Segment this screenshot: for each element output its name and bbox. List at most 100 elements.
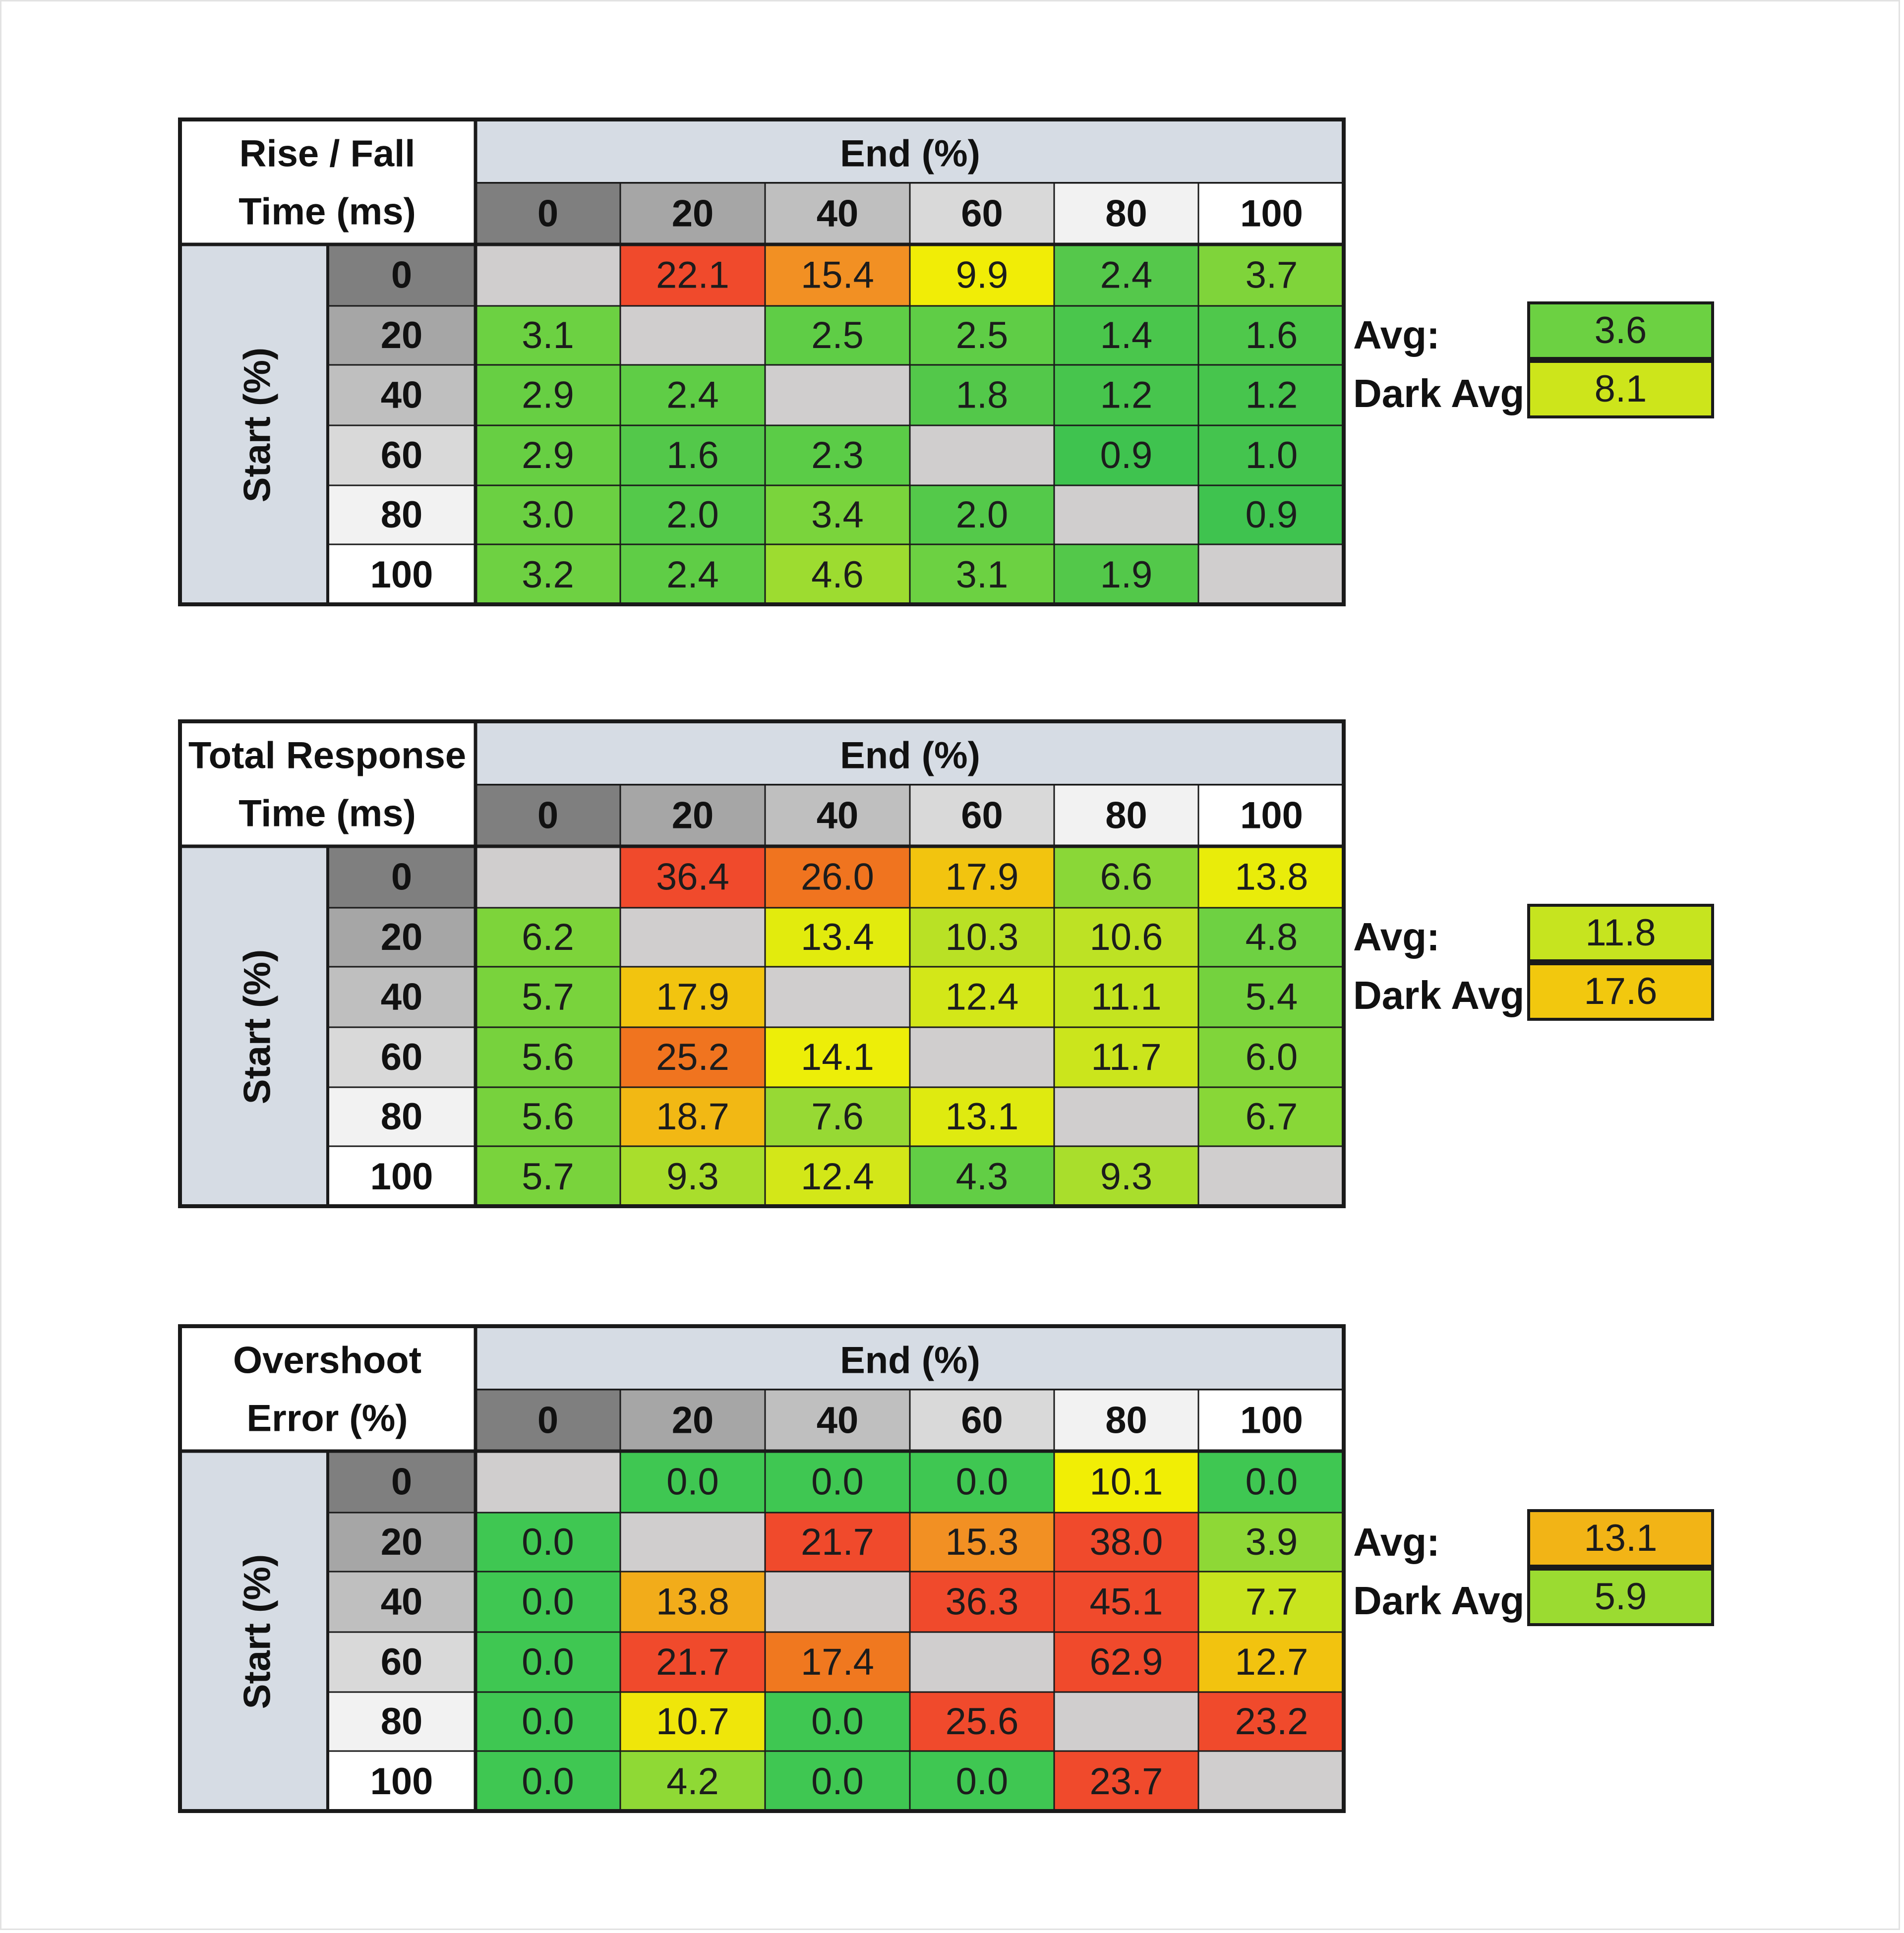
row-header-label: 60: [381, 1036, 423, 1078]
column-header-cell: [1053, 1389, 1199, 1452]
column-header-cell: [1053, 182, 1199, 245]
cell-value-label: 3.4: [811, 494, 864, 536]
heatmap-cell: [1197, 1026, 1346, 1088]
heatmap-cell: [909, 1691, 1055, 1752]
heatmap-cell: [764, 1026, 911, 1088]
cell-value-label: 9.9: [956, 254, 1009, 296]
cell-value-label: 4.3: [956, 1156, 1009, 1198]
cell-value-label: 36.4: [656, 856, 729, 898]
cell-value-label: 12.4: [801, 1156, 874, 1198]
heatmap-cell: [619, 1691, 766, 1752]
cell-value-label: 0.0: [522, 1581, 574, 1623]
cell-value-label: 9.3: [1100, 1156, 1153, 1198]
row-header-label: 0: [391, 856, 412, 898]
cell-value-label: 0.0: [956, 1461, 1009, 1503]
heatmap-cell: [764, 543, 911, 606]
column-header-cell: [909, 784, 1055, 847]
heatmap-cell: [619, 484, 766, 545]
heatmap-cell: [909, 364, 1055, 426]
heatmap-cell: [1197, 1750, 1346, 1813]
heatmap-cell: [1197, 966, 1346, 1028]
row-header-cell: [327, 1026, 476, 1088]
cell-value-label: 2.5: [811, 314, 864, 356]
y-axis-label: Start (%): [237, 348, 279, 502]
rise-fall-heatmap: Rise / Fall Time (ms) End (%) Start (%) 0 20 4…: [178, 117, 1346, 606]
row-header-label: 20: [381, 314, 423, 356]
heatmap-cell: [764, 907, 911, 968]
heatmap-cell: [475, 484, 621, 545]
column-header-label: 100: [1240, 193, 1303, 235]
heatmap-cell: [764, 364, 911, 426]
column-header-label: 20: [672, 795, 714, 837]
heatmap-cell: [475, 1026, 621, 1088]
cell-value-label: 45.1: [1090, 1581, 1163, 1623]
cell-value-label: 26.0: [801, 856, 874, 898]
heatmap-cell: [1197, 1571, 1346, 1633]
row-header-label: 40: [381, 1581, 423, 1623]
heatmap-cell: [619, 1086, 766, 1147]
cell-value-label: 0.0: [522, 1521, 574, 1563]
cell-value-label: 3.7: [1246, 254, 1298, 296]
cell-value-label: 6.2: [522, 916, 574, 958]
column-header-cell: [619, 1389, 766, 1452]
cell-value-label: 12.4: [946, 976, 1019, 1018]
cell-value-label: 21.7: [801, 1521, 874, 1563]
table-title-line: Rise / Fall: [239, 133, 416, 175]
cell-value-label: 0.0: [522, 1760, 574, 1803]
column-header-label: 0: [537, 795, 558, 837]
x-axis-label: End (%): [840, 735, 980, 777]
heatmap-cell: [764, 243, 911, 307]
cell-value-label: 11.1: [1091, 976, 1161, 1018]
heatmap-cell: [1053, 1631, 1199, 1693]
cell-value-label: 17.9: [656, 976, 729, 1018]
cell-value-label: 0.0: [956, 1760, 1009, 1803]
table-outer-border: [178, 1324, 1346, 1813]
heatmap-cell: [764, 966, 911, 1028]
column-header-cell: [1053, 784, 1199, 847]
dark-avg-label: Dark Avg:: [1353, 973, 1538, 1017]
dark-avg-value-cell: 5.9: [1527, 1568, 1714, 1626]
total-response-block: Total Response Time (ms) End (%) Start (%) 0…: [1, 602, 1904, 1208]
heatmap-cell: [909, 1631, 1055, 1693]
table-title-line: Error (%): [246, 1398, 408, 1440]
row-header-label: 60: [381, 434, 423, 476]
row-header-label: 20: [381, 1521, 423, 1563]
column-header-label: 40: [817, 795, 859, 837]
table-title-line: Time (ms): [238, 793, 416, 835]
cell-value-label: 13.8: [1235, 856, 1309, 898]
cell-value-label: 21.7: [656, 1641, 729, 1683]
heatmap-cell: [475, 424, 621, 486]
heatmap-cell: [1053, 484, 1199, 545]
heatmap-cell: [1053, 1086, 1199, 1147]
cell-value-label: 2.0: [666, 494, 719, 536]
cell-value-label: 2.9: [522, 434, 574, 476]
cell-value-label: 1.8: [956, 374, 1009, 416]
cell-value-label: 1.6: [666, 434, 719, 476]
heatmap-cell: [619, 1631, 766, 1693]
cell-value-label: 3.1: [522, 314, 574, 356]
heatmap-cell: [619, 1026, 766, 1088]
avg-label: Avg:: [1353, 1520, 1440, 1564]
heatmap-cell: [1197, 543, 1346, 606]
cell-value-label: 3.1: [956, 554, 1009, 596]
heatmap-cell: [1053, 1512, 1199, 1573]
column-header-label: 40: [817, 193, 859, 235]
column-header-label: 60: [961, 1400, 1003, 1442]
cell-value-label: 0.0: [811, 1760, 864, 1803]
heatmap-cell: [1053, 907, 1199, 968]
cell-value-label: 10.1: [1090, 1461, 1163, 1503]
heatmap-cell: [619, 1145, 766, 1208]
table-outer-border: [178, 719, 1346, 1208]
cell-value-label: 5.6: [522, 1036, 574, 1078]
heatmap-cell: [619, 1512, 766, 1573]
column-header-label: 0: [537, 1400, 558, 1442]
heatmap-cell: [619, 243, 766, 307]
heatmap-cell: [619, 364, 766, 426]
heatmap-cell: [475, 845, 621, 909]
column-header-cell: [619, 784, 766, 847]
cell-value-label: 2.5: [956, 314, 1009, 356]
cell-value-label: 9.3: [666, 1156, 719, 1198]
avg-label: Avg:: [1353, 313, 1440, 357]
cell-value-label: 0.9: [1246, 494, 1298, 536]
heatmap-cell: [909, 1571, 1055, 1633]
